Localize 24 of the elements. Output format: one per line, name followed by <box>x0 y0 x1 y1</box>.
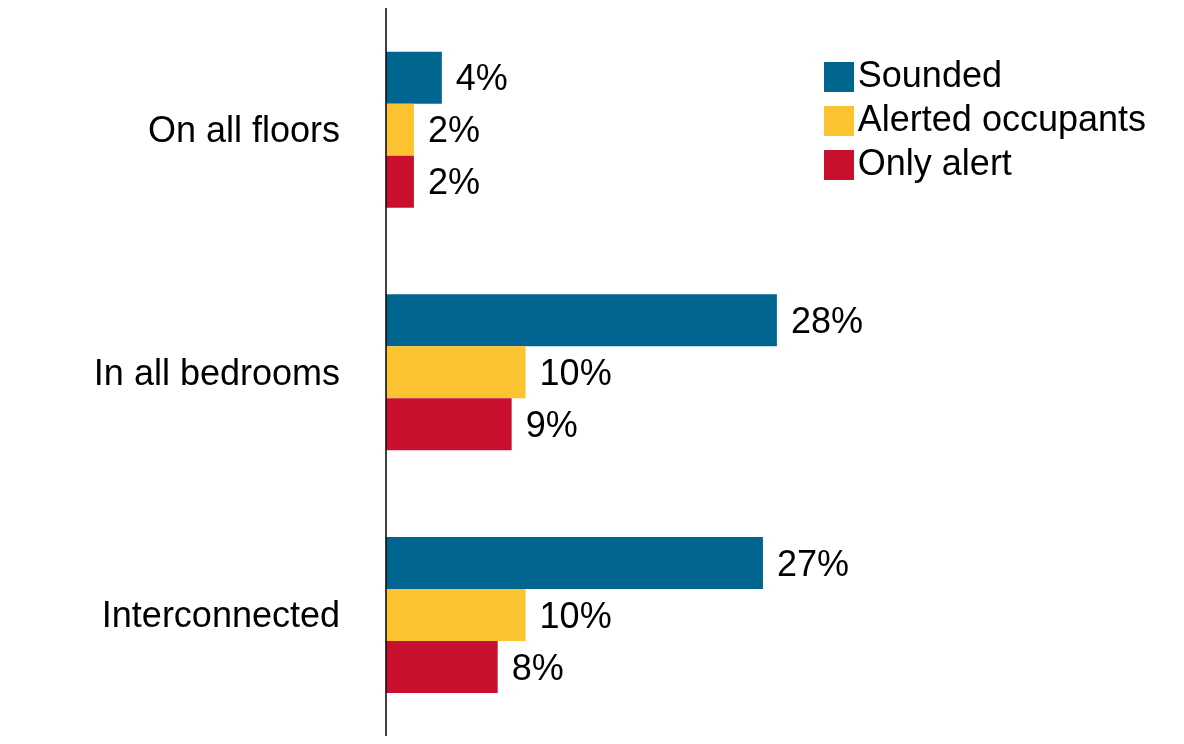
y-tick-label: Interconnected <box>101 594 340 636</box>
data-label: 2% <box>427 109 480 151</box>
data-label: 8% <box>511 646 564 688</box>
data-label: 2% <box>427 161 480 203</box>
y-tick-label: On all floors <box>147 109 340 151</box>
bar <box>386 346 526 399</box>
data-label: 4% <box>455 57 508 99</box>
legend-label: Only alert <box>857 142 1012 183</box>
data-label: 10% <box>539 594 612 636</box>
bar <box>386 537 763 590</box>
legend-label: Sounded <box>857 54 1002 95</box>
data-label: 10% <box>539 352 612 394</box>
data-label: 27% <box>776 542 850 584</box>
bar <box>386 589 526 642</box>
bar <box>386 103 414 156</box>
legend-label: Alerted occupants <box>857 98 1146 139</box>
data-label: 9% <box>525 404 578 446</box>
bar <box>386 398 512 451</box>
bar <box>386 51 442 104</box>
bar <box>386 294 777 347</box>
data-label: 28% <box>790 300 863 342</box>
y-tick-label: In all bedrooms <box>93 351 340 393</box>
bar <box>386 155 414 208</box>
bar <box>386 641 498 694</box>
